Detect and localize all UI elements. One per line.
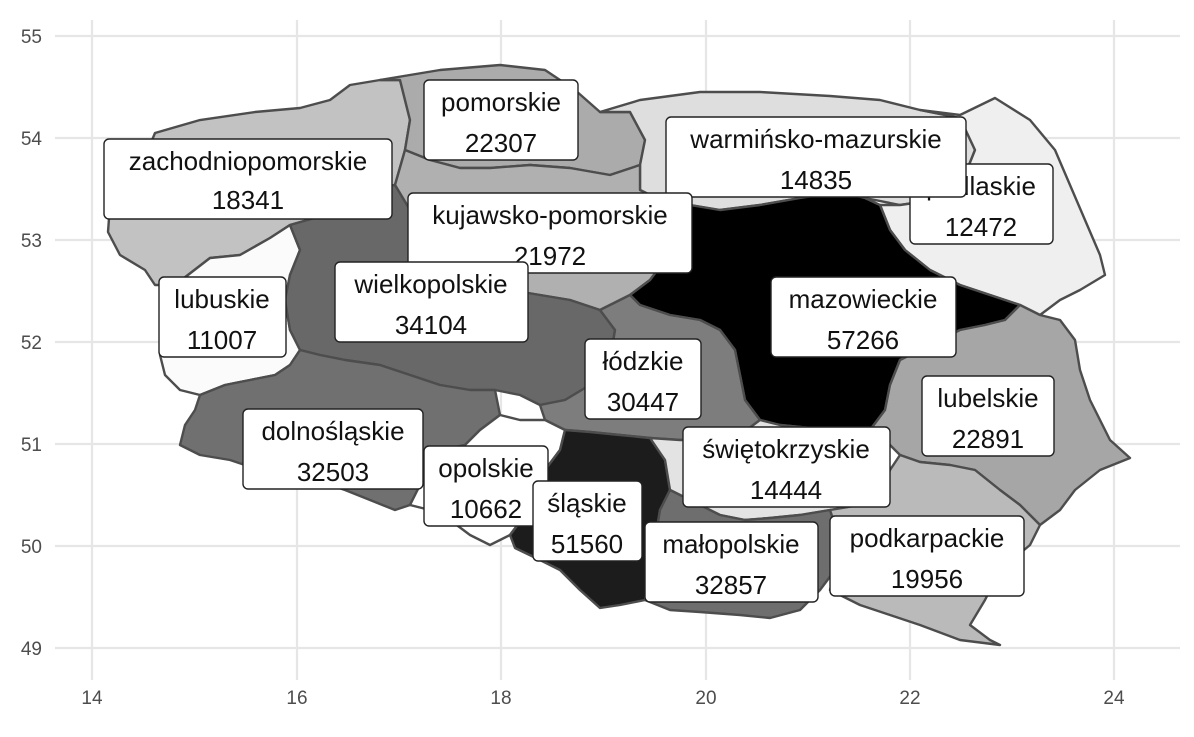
region-value: 22891: [952, 424, 1024, 454]
region-value: 19956: [891, 564, 963, 594]
region-value: 12472: [945, 212, 1017, 242]
region-name: pomorskie: [441, 87, 561, 117]
x-axis-ticks: 14 16 18 20 22 24: [81, 688, 1125, 709]
region-value: 14444: [750, 475, 822, 505]
region-name: wielkopolskie: [353, 269, 507, 299]
y-axis-ticks: 55 54 53 52 51 50 49: [21, 27, 43, 660]
region-value: 34104: [395, 310, 467, 340]
label-mazowieckie: mazowieckie 57266: [770, 276, 957, 358]
region-labels: zachodniopomorskie 18341 pomorskie 22307…: [103, 79, 1055, 603]
y-tick-label: 53: [21, 231, 42, 252]
y-tick-label: 52: [21, 333, 42, 354]
region-value: 57266: [827, 325, 899, 355]
region-name: opolskie: [438, 453, 533, 483]
x-tick-label: 16: [286, 688, 307, 709]
y-tick-label: 51: [21, 435, 42, 456]
label-pomorskie: pomorskie 22307: [423, 79, 579, 161]
region-value: 10662: [450, 494, 522, 524]
label-wielkopolskie: wielkopolskie 34104: [334, 261, 529, 343]
label-opolskie: opolskie 10662: [423, 445, 549, 527]
region-value: 22307: [465, 128, 537, 158]
y-tick-label: 49: [21, 639, 42, 660]
label-kujawsko-pomorskie: kujawsko-pomorskie 21972: [407, 192, 693, 274]
region-value: 32503: [297, 457, 369, 487]
label-podkarpackie: podkarpackie 19956: [829, 515, 1025, 597]
y-tick-label: 54: [21, 129, 43, 150]
label-lubuskie: lubuskie 11007: [158, 276, 287, 358]
x-tick-label: 22: [899, 688, 920, 709]
region-name: dolnośląskie: [261, 416, 404, 446]
region-name: lubelskie: [937, 383, 1038, 413]
label-slaskie: śląskie 51560: [532, 480, 643, 562]
region-name: świętokrzyskie: [702, 434, 870, 464]
label-swietokrzyskie: świętokrzyskie 14444: [682, 426, 891, 508]
x-tick-label: 24: [1103, 688, 1125, 709]
region-name: lubuskie: [174, 284, 269, 314]
x-tick-label: 20: [695, 688, 716, 709]
region-name: warmińsko-mazurskie: [689, 124, 941, 154]
y-tick-label: 50: [21, 537, 42, 558]
region-value: 18341: [212, 185, 284, 215]
region-value: 51560: [551, 529, 623, 559]
label-warminsko-mazurskie: warmińsko-mazurskie 14835: [665, 116, 967, 198]
y-tick-label: 55: [21, 27, 42, 48]
region-name: podkarpackie: [850, 523, 1005, 553]
label-malopolskie: małopolskie 32857: [644, 521, 819, 603]
x-tick-label: 18: [490, 688, 511, 709]
region-value: 14835: [780, 165, 852, 195]
label-lubelskie: lubelskie 22891: [921, 375, 1055, 457]
region-name: łódzkie: [603, 346, 684, 376]
label-lodzkie: łódzkie 30447: [584, 338, 702, 420]
region-value: 11007: [187, 325, 257, 355]
region-name: kujawsko-pomorskie: [432, 200, 668, 230]
region-name: zachodniopomorskie: [129, 146, 367, 176]
region-value: 30447: [607, 387, 679, 417]
region-name: małopolskie: [662, 529, 799, 559]
region-value: 32857: [695, 570, 767, 600]
x-tick-label: 14: [81, 688, 103, 709]
label-dolnoslaskie: dolnośląskie 32503: [242, 408, 424, 490]
region-name: śląskie: [547, 488, 626, 518]
label-zachodniopomorskie: zachodniopomorskie 18341: [103, 138, 393, 220]
region-name: mazowieckie: [789, 284, 938, 314]
